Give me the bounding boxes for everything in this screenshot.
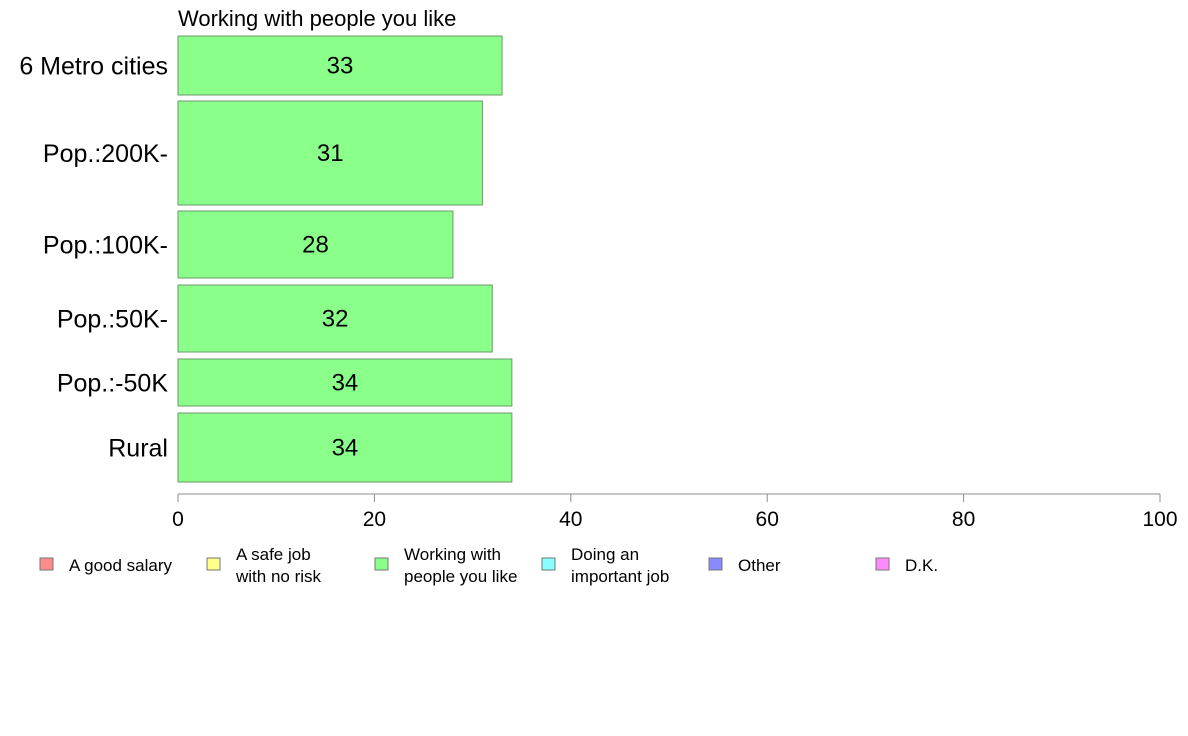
x-tick-label: 20	[363, 508, 386, 531]
category-label: Pop.:100K-	[43, 232, 168, 260]
legend-label-line: people you like	[404, 567, 517, 586]
category-label: 6 Metro cities	[19, 53, 168, 81]
legend-label: Doing an important job	[571, 545, 669, 586]
x-tick-label: 40	[559, 508, 582, 531]
bar-value-label: 34	[332, 435, 359, 462]
category-label: Pop.:200K-	[43, 140, 168, 168]
x-tick-label: 0	[172, 508, 184, 531]
bar-value-label: 32	[322, 306, 349, 333]
category-label: Rural	[108, 435, 168, 463]
legend-swatch	[375, 558, 388, 570]
legend-label-line: Working with	[404, 545, 501, 564]
legend-label: Other	[738, 556, 781, 575]
x-tick-label: 80	[952, 508, 975, 531]
legend-label-line: important job	[571, 567, 669, 586]
legend-swatch	[207, 558, 220, 570]
bar-value-label: 28	[302, 232, 329, 259]
bar-chart: Working with people you like 33 6 Metro c…	[0, 0, 1188, 736]
legend-label-line: A safe job	[236, 545, 311, 564]
chart-title: Working with people you like	[178, 6, 456, 31]
legend: A good salary A safe job with no risk Worki…	[40, 545, 938, 586]
x-tick-label: 100	[1142, 508, 1177, 531]
legend-label-line: with no risk	[235, 567, 322, 586]
legend-swatch	[542, 558, 555, 570]
legend-swatch	[40, 558, 53, 570]
legend-label-line: Doing an	[571, 545, 639, 564]
legend-label: A good salary	[69, 556, 173, 575]
bar-value-label: 34	[332, 370, 359, 397]
category-label: Pop.:50K-	[57, 306, 168, 334]
bar-value-label: 31	[317, 140, 344, 167]
legend-label: D.K.	[905, 556, 938, 575]
category-label: Pop.:-50K	[57, 370, 169, 398]
legend-swatch	[876, 558, 889, 570]
bars-group: 33 6 Metro cities 31 Pop.:200K- 28 Pop.:100K-…	[19, 36, 512, 482]
legend-label: Working with people you like	[404, 545, 517, 586]
x-axis: 0 20 40 60 80 100	[172, 494, 1177, 531]
bar-value-label: 33	[327, 53, 354, 80]
x-tick-label: 60	[756, 508, 779, 531]
legend-swatch	[709, 558, 722, 570]
legend-label: A safe job with no risk	[235, 545, 322, 586]
